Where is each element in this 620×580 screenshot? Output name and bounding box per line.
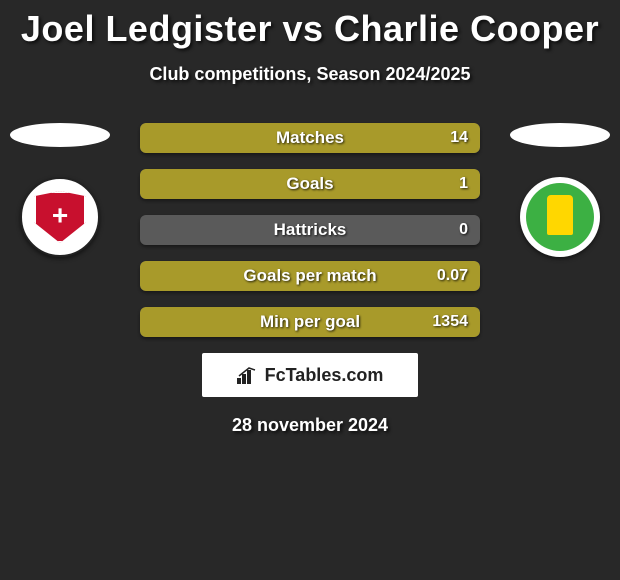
stat-label: Goals (140, 174, 480, 194)
comparison-panel: Matches14 Goals1 Hattricks0 Goals per match… (0, 123, 620, 436)
stat-label: Min per goal (140, 312, 480, 332)
stat-value: 1 (459, 175, 468, 193)
club-badge-woking (20, 177, 100, 257)
player-photo-placeholder-right (510, 123, 610, 147)
stat-bars: Matches14 Goals1 Hattricks0 Goals per match… (140, 123, 480, 337)
stat-value: 0 (459, 221, 468, 239)
page-title: Joel Ledgister vs Charlie Cooper (0, 0, 620, 50)
stat-value: 14 (450, 129, 468, 147)
club-right (510, 123, 610, 257)
stat-bar: Goals per match0.07 (140, 261, 480, 291)
chart-icon (237, 366, 259, 384)
date-label: 28 november 2024 (0, 415, 620, 436)
logo-text: FcTables.com (265, 365, 384, 386)
stat-label: Matches (140, 128, 480, 148)
fctables-logo: FcTables.com (202, 353, 418, 397)
stat-bar: Goals1 (140, 169, 480, 199)
stat-bar: Hattricks0 (140, 215, 480, 245)
subtitle: Club competitions, Season 2024/2025 (0, 64, 620, 85)
stat-bar: Min per goal1354 (140, 307, 480, 337)
player-photo-placeholder-left (10, 123, 110, 147)
stat-label: Hattricks (140, 220, 480, 240)
stat-bar: Matches14 (140, 123, 480, 153)
club-left (10, 123, 110, 257)
stat-value: 1354 (432, 313, 468, 331)
club-badge-yeovil (520, 177, 600, 257)
stat-label: Goals per match (140, 266, 480, 286)
stat-value: 0.07 (437, 267, 468, 285)
